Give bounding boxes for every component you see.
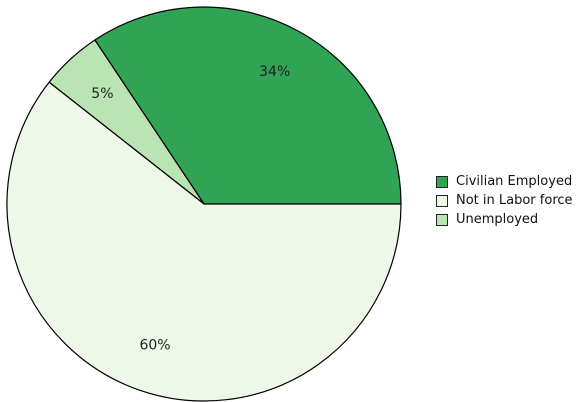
pie-label-not-in-labor-force: 60% [139,337,170,353]
chart-legend: Civilian Employed Not in Labor force Une… [436,172,573,229]
pie-label-civilian-employed: 34% [259,64,290,80]
pie-slice-not-in-labor-force [6,81,402,402]
legend-label-unemployed: Unemployed [456,212,539,227]
legend-label-not-in-labor-force: Not in Labor force [456,193,573,208]
legend-label-civilian-employed: Civilian Employed [456,174,573,189]
legend-swatch-unemployed [436,213,448,226]
legend-item-civilian-employed: Civilian Employed [436,172,573,191]
pie-label-unemployed: 5% [91,86,113,102]
legend-item-not-in-labor-force: Not in Labor force [436,191,573,210]
legend-swatch-civilian-employed [436,175,448,188]
legend-swatch-not-in-labor-force [436,194,448,207]
legend-item-unemployed: Unemployed [436,210,573,229]
